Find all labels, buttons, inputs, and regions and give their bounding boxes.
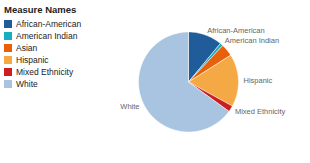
svg-text:White: White xyxy=(120,102,139,111)
html-text:African-American: African-American xyxy=(16,19,82,29)
html-text:Mixed Ethnicity: Mixed Ethnicity xyxy=(16,67,74,77)
html-text:Hispanic: Hispanic xyxy=(16,55,49,65)
svg-text:African-American: African-American xyxy=(207,26,265,35)
html-text:American Indian: American Indian xyxy=(16,31,78,41)
svg-text:Hispanic: Hispanic xyxy=(243,76,272,85)
html-text:Measure Names: Measure Names xyxy=(4,4,77,15)
svg-text:American Indian: American Indian xyxy=(225,36,279,45)
html-text:White: White xyxy=(16,79,38,89)
svg-text:Mixed Ethnicity: Mixed Ethnicity xyxy=(235,107,286,116)
html-text:Asian: Asian xyxy=(16,43,38,53)
